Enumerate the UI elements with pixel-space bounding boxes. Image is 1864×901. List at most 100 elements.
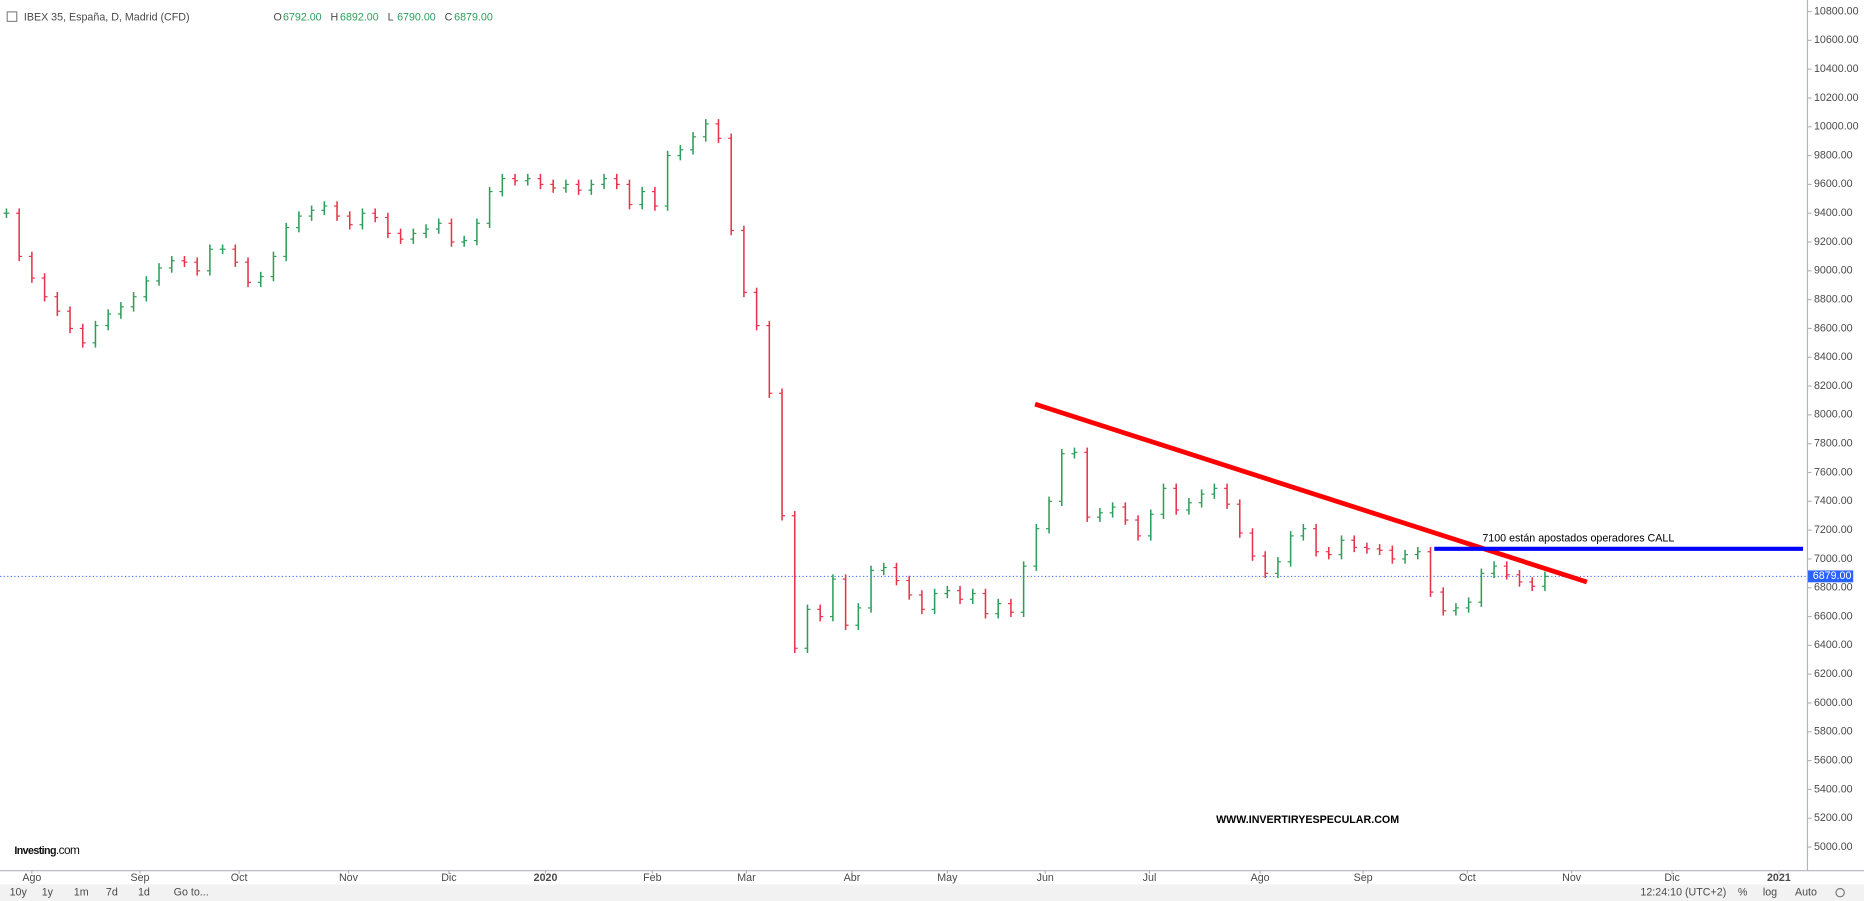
bar — [1491, 561, 1498, 579]
logo-suffix: .com — [56, 843, 80, 857]
x-tick-label: Ago — [1251, 872, 1270, 884]
bar — [1198, 489, 1205, 508]
bar — [740, 225, 747, 298]
bar — [334, 201, 341, 221]
collapse-icon[interactable] — [6, 11, 18, 22]
ohlc-key: H — [331, 12, 339, 24]
range-button[interactable]: 1m — [74, 887, 89, 899]
range-button[interactable]: 1y — [42, 887, 54, 899]
bar — [130, 291, 137, 312]
y-tick-label: 5200.00 — [1814, 812, 1853, 824]
bar — [931, 588, 938, 615]
bar — [1529, 577, 1536, 592]
bar — [969, 588, 976, 605]
bar — [194, 257, 201, 276]
range-button[interactable]: 1d — [138, 887, 150, 899]
bar — [562, 179, 569, 193]
y-tick-label: 5800.00 — [1814, 726, 1853, 738]
bar — [715, 119, 722, 144]
annotation: WWW.INVERTIRYESPECULAR.COM — [1216, 814, 1399, 826]
y-tick-label: 8200.00 — [1814, 380, 1853, 392]
bar — [461, 235, 468, 247]
y-tick-label: 10400.00 — [1814, 63, 1859, 75]
bar — [677, 145, 684, 161]
bar — [1338, 535, 1345, 560]
y-tick-label: 7800.00 — [1814, 438, 1853, 450]
bar — [664, 150, 671, 211]
bar — [791, 510, 798, 654]
y-tick-label: 7400.00 — [1814, 495, 1853, 507]
bar — [1109, 502, 1116, 518]
bar — [3, 208, 10, 218]
bar — [601, 173, 608, 190]
bar — [1236, 499, 1243, 538]
bar — [448, 218, 455, 247]
x-tick-label: Jul — [1143, 872, 1157, 884]
bar — [117, 302, 124, 319]
bar — [1351, 535, 1358, 553]
y-tick-label: 5000.00 — [1814, 841, 1853, 853]
range-button[interactable]: 7d — [106, 887, 118, 899]
bar — [512, 173, 519, 186]
bar — [753, 287, 760, 331]
x-tick-label: May — [937, 872, 958, 884]
y-tick-label: 6600.00 — [1814, 610, 1853, 622]
bar — [1516, 570, 1523, 587]
bar — [321, 201, 328, 216]
bar — [893, 562, 900, 586]
y-tick-label: 5400.00 — [1814, 783, 1853, 795]
x-tick-label: Sep — [1354, 872, 1373, 884]
scale-option[interactable]: log — [1763, 887, 1777, 899]
bar — [92, 320, 99, 348]
last-price-box — [1808, 570, 1854, 583]
bar — [1058, 449, 1065, 507]
bar — [473, 218, 480, 246]
y-tick-label: 7200.00 — [1814, 524, 1853, 536]
bar — [206, 244, 213, 276]
x-tick-label: Nov — [1562, 872, 1582, 884]
range-button[interactable]: 10y — [10, 887, 28, 899]
bar — [880, 562, 887, 576]
x-tick-label: Jun — [1037, 872, 1054, 884]
scale-option[interactable]: % — [1738, 887, 1748, 899]
y-tick-label: 6400.00 — [1814, 639, 1853, 651]
goto-button[interactable]: Go to... — [174, 887, 209, 899]
bar — [257, 271, 264, 288]
bar — [359, 208, 366, 230]
bar — [1478, 568, 1485, 607]
bar — [295, 211, 302, 233]
bar — [1274, 557, 1281, 579]
y-tick-label: 9800.00 — [1814, 149, 1853, 161]
bar — [1249, 528, 1256, 561]
bar — [1376, 544, 1383, 556]
bar — [728, 133, 735, 236]
bar — [1224, 483, 1231, 509]
bar — [588, 179, 595, 195]
bar — [1084, 447, 1091, 522]
bar — [982, 588, 989, 619]
bar — [1122, 502, 1129, 525]
bar — [906, 575, 913, 600]
x-tick-label: Mar — [737, 872, 756, 884]
bar — [1071, 447, 1078, 459]
bar — [28, 251, 35, 283]
bar — [639, 186, 646, 210]
y-tick-label: 5600.00 — [1814, 754, 1853, 766]
bar — [397, 228, 404, 244]
bar — [372, 208, 379, 223]
bar — [944, 585, 951, 599]
bar — [499, 173, 506, 197]
bar — [41, 273, 48, 302]
settings-icon[interactable] — [1835, 887, 1845, 898]
x-tick-label: Nov — [339, 872, 359, 884]
bar — [67, 306, 73, 334]
y-tick-label: 8400.00 — [1814, 351, 1853, 363]
bar — [651, 186, 658, 211]
last-price-label: 6879.00 — [1813, 570, 1852, 582]
scale-option[interactable]: Auto — [1795, 887, 1817, 899]
bar — [690, 132, 697, 155]
ohlc-key: L — [388, 12, 394, 24]
x-tick-label: Sep — [130, 872, 149, 884]
bar — [613, 173, 620, 190]
